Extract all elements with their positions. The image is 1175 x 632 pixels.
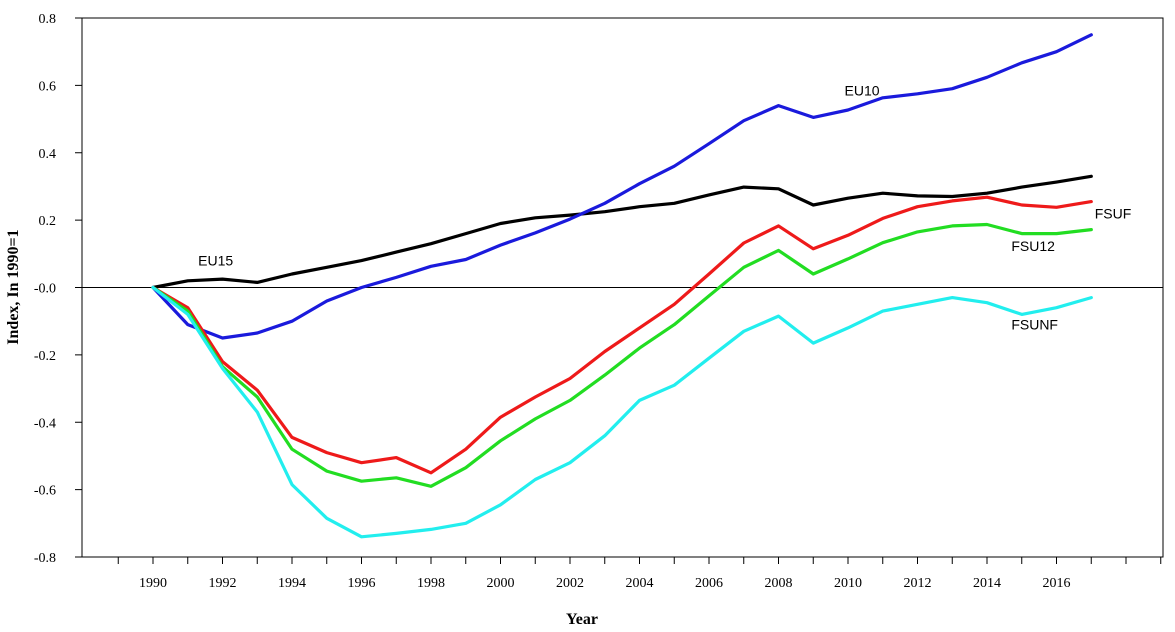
series-line-fsu12	[151, 222, 1093, 488]
y-tick-label: -0.0	[34, 282, 56, 297]
y-tick-label: 0.6	[39, 79, 57, 94]
series-line-fsuf	[151, 195, 1093, 475]
series-labels: EU10 EU15 FSUF FSU12 FSUNF	[198, 82, 1131, 332]
series-label-fsu12: FSU12	[1011, 238, 1055, 254]
x-tick-label: 2010	[834, 576, 862, 591]
x-tick-label: 2016	[1043, 576, 1071, 591]
y-axis-ticks: 0.8 0.6 0.4 0.2 -0.0 -0.2 -0.4 -0.6 -0.8	[34, 12, 82, 566]
y-tick-label: -0.2	[34, 349, 56, 364]
x-tick-label: 1998	[417, 576, 445, 591]
y-tick-label: -0.4	[34, 416, 56, 431]
x-tick-label: 1990	[139, 576, 167, 591]
y-tick-label: -0.8	[34, 551, 56, 566]
y-tick-label: -0.6	[34, 484, 56, 499]
x-tick-label: 1992	[209, 576, 237, 591]
series-lines	[151, 33, 1093, 539]
series-label-eu15: EU15	[198, 253, 233, 269]
series-label-fsuf: FSUF	[1095, 205, 1132, 221]
x-tick-label: 1994	[278, 576, 306, 591]
series-line-eu10	[151, 33, 1093, 340]
series-label-eu10: EU10	[845, 82, 880, 98]
x-tick-label: 2014	[973, 576, 1001, 591]
y-tick-label: 0.2	[39, 214, 57, 229]
y-axis-title: Index, In 1990=1	[5, 229, 22, 344]
x-tick-label: 2012	[904, 576, 932, 591]
x-tick-label: 2000	[487, 576, 515, 591]
x-axis-ticks: 1990 1992 1994 1996 1998 2000 2002 2004 2006 2008…	[117, 557, 1162, 591]
series-line-eu15	[151, 174, 1093, 290]
x-tick-label: 2004	[626, 576, 654, 591]
x-tick-label: 1996	[348, 576, 376, 591]
y-tick-label: 0.8	[39, 12, 57, 27]
x-axis-title: Year	[566, 611, 598, 628]
x-tick-label: 2006	[695, 576, 723, 591]
x-tick-label: 2008	[765, 576, 793, 591]
x-tick-label: 2002	[556, 576, 584, 591]
y-tick-label: 0.4	[39, 147, 57, 162]
series-line-fsunf	[151, 285, 1093, 539]
series-label-fsunf: FSUNF	[1011, 317, 1058, 333]
